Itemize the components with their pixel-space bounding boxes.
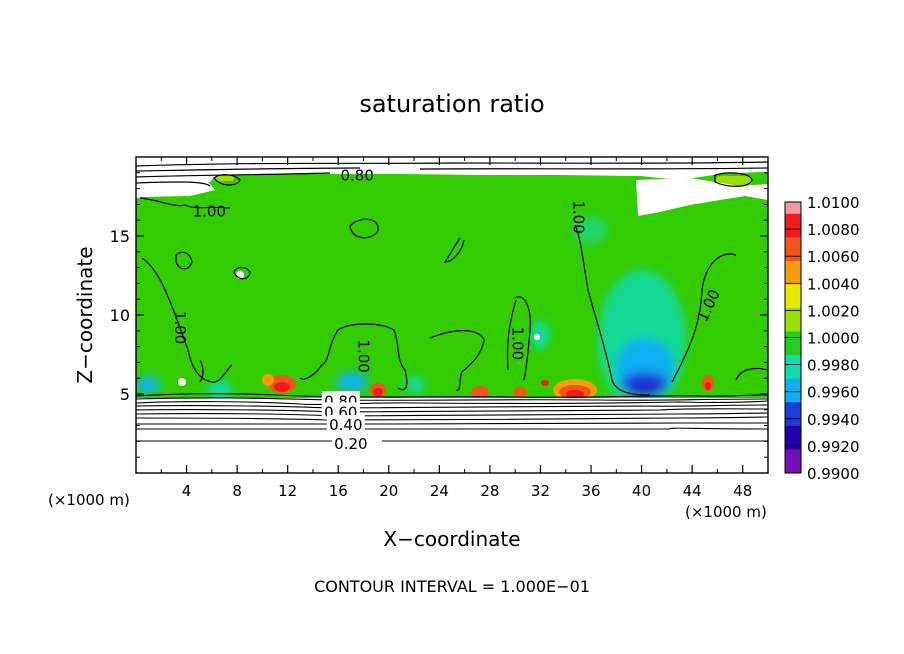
contour-lines	[136, 161, 768, 396]
colorbar-label: 0.9980	[807, 357, 860, 375]
svg-text:1.00: 1.00	[569, 200, 587, 233]
colorbar-swatch	[785, 355, 801, 380]
y-axis: 5 10 15	[110, 172, 768, 458]
svg-text:1.00: 1.00	[193, 203, 226, 221]
colorbar-swatch	[785, 237, 801, 262]
x-axis: 4 8 12 16 20 24 28 32 36 40 44 48	[160, 157, 752, 500]
warm-blobs	[262, 374, 714, 401]
colorbar-swatch	[785, 202, 801, 215]
colorbar-swatch	[785, 260, 801, 285]
x-unit-right: (×1000 m)	[685, 503, 767, 521]
x-tick-label: 16	[329, 482, 348, 500]
x-tick-label: 24	[430, 482, 449, 500]
svg-text:0.80: 0.80	[340, 166, 373, 184]
colorbar-swatch	[785, 402, 801, 427]
x-tick-label: 48	[733, 482, 752, 500]
colorbar-swatch	[785, 449, 801, 474]
colorbar-swatch	[785, 378, 801, 403]
colorbar-label: 0.9920	[807, 438, 860, 456]
upper-clear-region	[136, 157, 768, 179]
upper-left-clear	[136, 176, 215, 197]
y-tick-label: 10	[110, 306, 130, 325]
contour-label: 1.00	[509, 327, 527, 360]
x-tick-label: 28	[480, 482, 499, 500]
svg-text:1.00: 1.00	[509, 327, 527, 360]
colorbar-swatch	[785, 331, 801, 356]
colorbar-swatch	[785, 425, 801, 450]
chart-title: saturation ratio	[359, 90, 544, 118]
x-tick-label: 44	[683, 482, 702, 500]
x-tick-label: 32	[531, 482, 550, 500]
y-tick-label: 15	[110, 227, 130, 246]
contour-label: 0.40	[326, 415, 365, 434]
contour-label: 1.00	[355, 339, 373, 372]
x-tick-label: 8	[232, 482, 242, 500]
colorbar-swatch	[785, 308, 801, 333]
upper-right-clear	[636, 178, 768, 216]
colorbar-label: 1.0080	[807, 221, 860, 239]
colorbar-swatch	[785, 213, 801, 238]
colorbar-label: 1.0100	[807, 194, 860, 212]
stratified-contours	[136, 393, 768, 442]
x-tick-label: 4	[182, 482, 192, 500]
contour-label: 0.20	[331, 433, 370, 453]
svg-text:1.00: 1.00	[171, 311, 189, 344]
svg-text:0.20: 0.20	[334, 435, 367, 453]
colorbar-label: 1.0040	[807, 275, 860, 293]
svg-text:1.00: 1.00	[355, 339, 373, 372]
contour-interval-note: CONTOUR INTERVAL = 1.000E−01	[314, 577, 590, 596]
colorbar-label: 1.0000	[807, 330, 860, 348]
field-gradients	[136, 216, 686, 410]
colorbar-label: 1.0020	[807, 302, 860, 320]
contour-label: 1.00	[569, 200, 587, 233]
colorbar-swatch	[785, 284, 801, 309]
x-tick-label: 12	[278, 482, 297, 500]
colorbar-label: 0.9940	[807, 411, 860, 429]
svg-text:0.40: 0.40	[329, 416, 362, 434]
colorbar: 1.0100 1.0080 1.0060 1.0040 1.0020 1.0000 0.99…	[784, 194, 860, 483]
x-axis-label: X−coordinate	[383, 527, 520, 551]
contour-label: 0.80	[340, 166, 373, 184]
x-tick-label: 20	[379, 482, 398, 500]
y-axis-label: Z−coordinate	[73, 246, 97, 383]
y-tick-label: 5	[120, 385, 130, 404]
contour-label: 1.00	[171, 311, 189, 344]
x-tick-label: 40	[632, 482, 651, 500]
contour-label: 1.00	[193, 203, 226, 221]
x-tick-label: 36	[581, 482, 600, 500]
colorbar-label: 0.9960	[807, 384, 860, 402]
plot-area	[136, 157, 768, 473]
colorbar-label: 1.0060	[807, 248, 860, 266]
colorbar-label: 0.9900	[807, 465, 860, 483]
lower-clear-region	[136, 398, 768, 473]
x-unit-left: (×1000 m)	[48, 491, 130, 509]
